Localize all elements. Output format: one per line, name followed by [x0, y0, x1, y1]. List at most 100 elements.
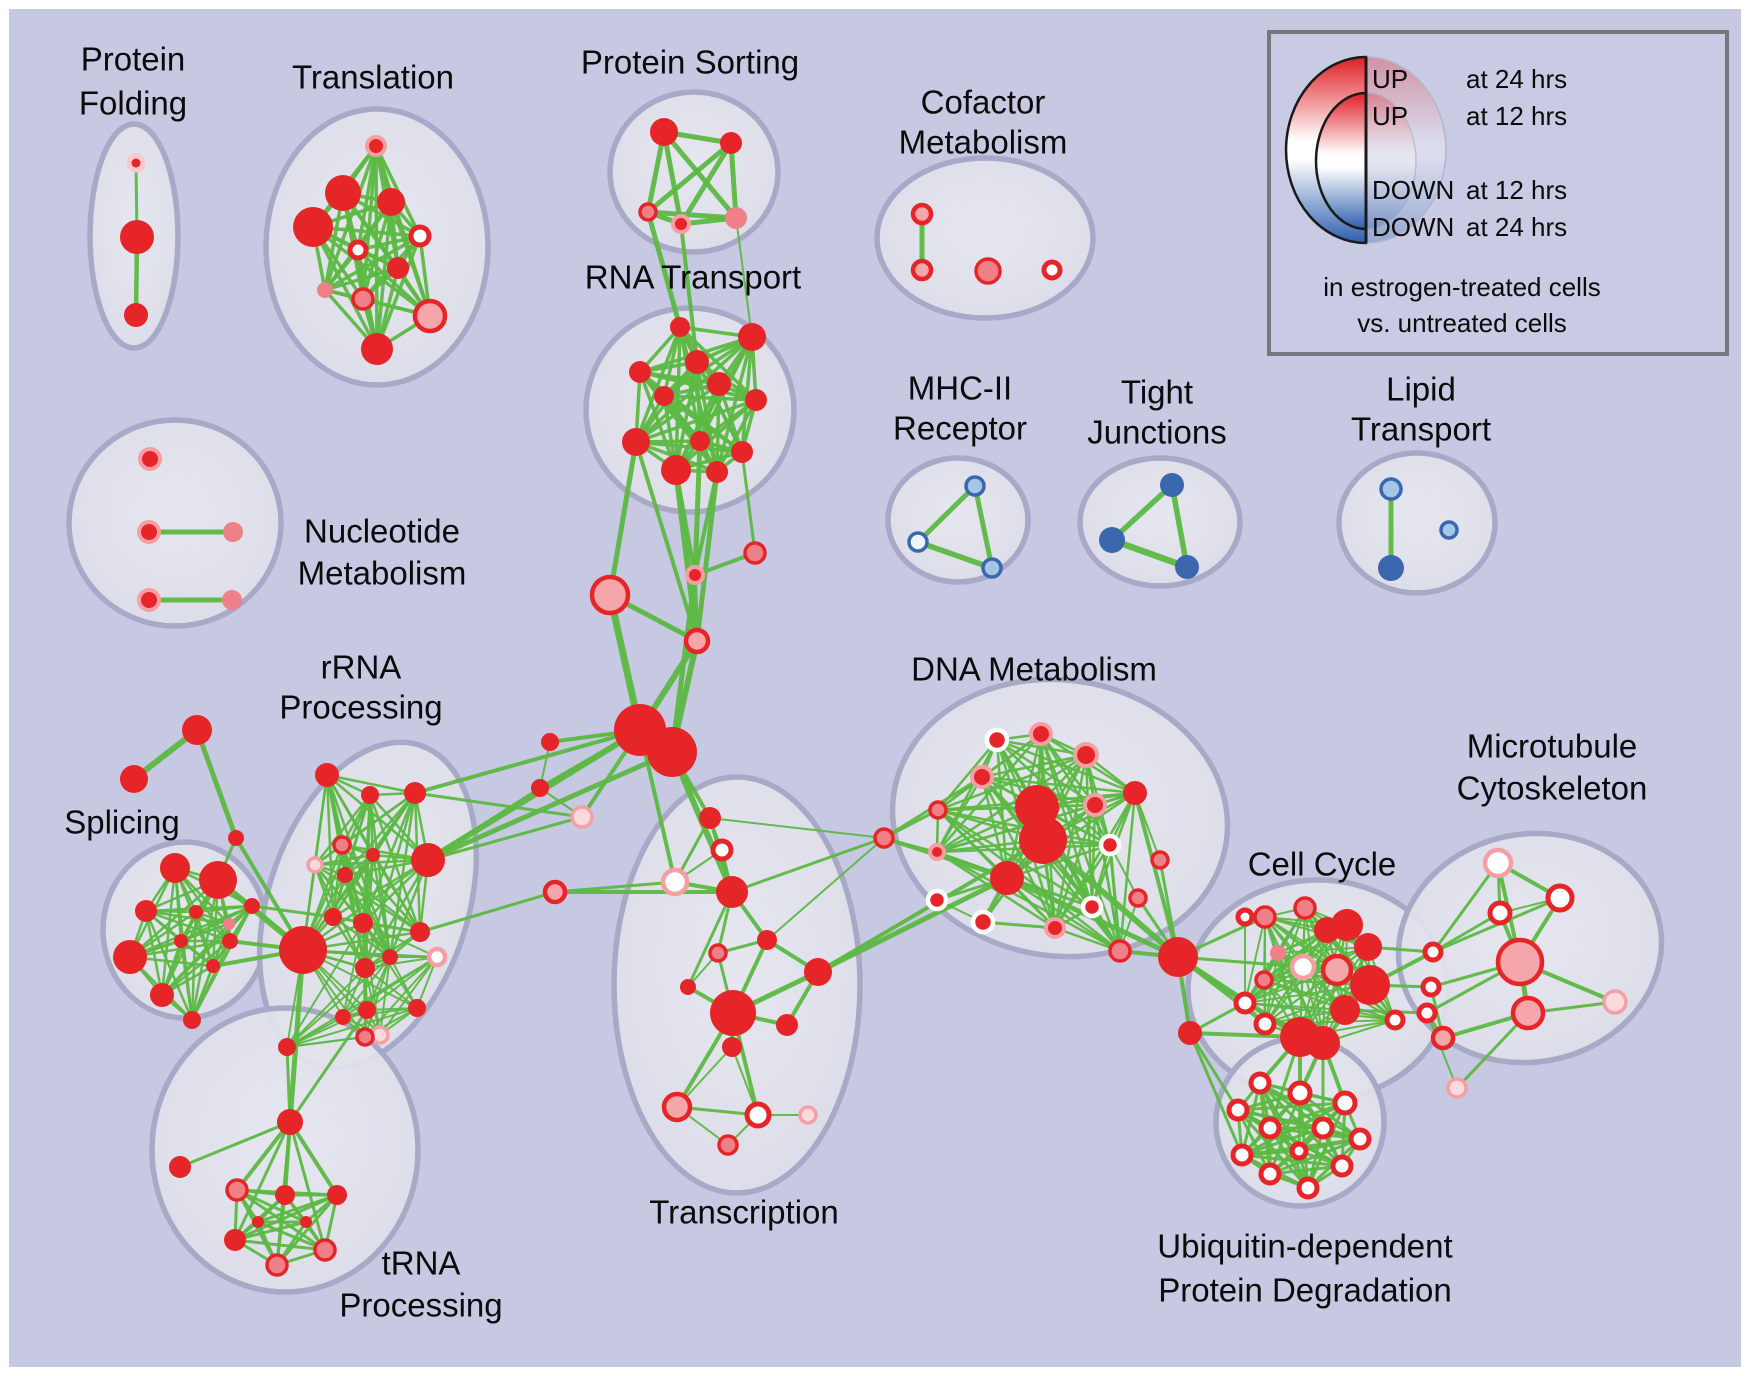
node-u3 [1332, 1090, 1358, 1116]
node-x4 [716, 876, 748, 908]
legend-row-level: UP [1372, 64, 1408, 94]
edge-u9-u10 [1268, 1164, 1344, 1176]
legend-note-line2: vs. untreated cells [1357, 308, 1567, 338]
node-h8 [531, 779, 549, 797]
edge-rr1-rr3 [325, 773, 417, 795]
edge-tn1-tn5 [288, 1120, 339, 1197]
edge-h9-rr3 [413, 791, 584, 819]
node-rr3 [404, 782, 426, 804]
cluster-label-translation: Translation [292, 59, 454, 96]
node-rr17 [408, 999, 426, 1017]
edge-cc11-cc19 [1263, 979, 1396, 1021]
node-cf4 [1041, 259, 1063, 281]
edge-t5-t11 [375, 234, 422, 351]
edge-h10-x3 [553, 880, 677, 894]
edge-tn1-tn6 [233, 1120, 292, 1242]
node-u9 [1258, 1162, 1282, 1186]
node-rr4 [332, 835, 352, 855]
edge-mh1-mh2 [915, 483, 978, 545]
edge-ps2-ps4 [678, 140, 734, 227]
edge-rr13-rr15 [364, 956, 438, 969]
node-mh2 [907, 531, 929, 553]
node-sp10 [206, 959, 220, 973]
node-cc10 [1270, 945, 1286, 961]
node-u6 [1311, 1116, 1335, 1140]
node-rr7 [366, 848, 380, 862]
node-rr2 [361, 786, 379, 804]
cluster-cofactor-metabolism-ellipse [874, 155, 1096, 321]
edge-sp4-sp12 [128, 904, 254, 959]
edge-ps3-ps5 [645, 209, 739, 221]
legend-glyph-inner-right [1365, 92, 1417, 230]
edge-cc12-cc19 [1244, 1002, 1396, 1021]
node-h9 [570, 805, 594, 829]
edge-rr8-rr10 [301, 858, 430, 952]
edge-tn8-tn9 [256, 1220, 327, 1252]
node-dm2 [1029, 722, 1053, 746]
legend-row-time: at 12 hrs [1466, 175, 1567, 205]
cluster-label-tight-junctions: Junctions [1087, 414, 1226, 451]
cluster-label-protein-sorting: Protein Sorting [581, 44, 799, 81]
node-tn9 [252, 1216, 264, 1228]
node-u4 [1226, 1098, 1250, 1122]
edge-rt8-h6 [634, 440, 699, 643]
edge-dm3-dm5 [936, 753, 1088, 812]
edge-tj1-tj3 [1169, 482, 1190, 570]
edge-rt11-h4 [674, 468, 697, 577]
edge-rr11-rr19 [342, 922, 364, 1018]
node-dm17 [970, 909, 996, 935]
legend-row-level: DOWN [1372, 212, 1454, 242]
node-pf3 [124, 303, 148, 327]
node-cc5 [1354, 933, 1382, 961]
node-t8 [317, 282, 333, 298]
edge-rr15-rr16 [366, 956, 438, 1011]
node-dm5 [928, 800, 948, 820]
edge-t7-t8 [323, 266, 400, 292]
cluster-label-protein-folding: Protein [81, 41, 186, 78]
edge-rt8-rt10 [634, 440, 744, 454]
node-nm5 [222, 590, 242, 610]
edge-u4-u11 [1236, 1108, 1310, 1190]
edge-rr13-rr21 [286, 967, 366, 1048]
node-cf3 [974, 257, 1002, 285]
edge-x7-dm8 [815, 875, 1010, 975]
edge-u3-u4 [1236, 1101, 1347, 1112]
node-rt8 [622, 428, 650, 456]
legend-row-time: at 24 hrs [1466, 64, 1567, 94]
node-dm20 [925, 888, 949, 912]
node-sp3 [135, 900, 157, 922]
edge-tn1-tn3 [235, 1120, 292, 1192]
cluster-label-tight-junctions: Tight [1121, 374, 1193, 411]
node-mt4 [1495, 937, 1545, 987]
node-dm18 [1044, 917, 1066, 939]
node-cc1 [1253, 905, 1277, 929]
node-o2 [120, 765, 148, 793]
edge-rr8-rr13 [363, 858, 430, 970]
node-cc15 [1306, 1026, 1340, 1060]
node-sp1 [160, 853, 190, 883]
node-rt4 [685, 350, 709, 374]
edge-sp2-sp4 [128, 878, 220, 959]
cluster-label-mhc-ii-receptor: Receptor [893, 410, 1027, 447]
node-rt12 [706, 461, 728, 483]
edge-cc5-cc10 [1277, 946, 1369, 954]
node-u12 [1289, 1141, 1309, 1161]
edge-u8-u10 [1240, 1153, 1344, 1168]
node-cc4 [1331, 909, 1363, 941]
edge-x4-dm0 [730, 836, 886, 894]
edge-rr15-rr21 [286, 956, 438, 1048]
node-cf1 [910, 202, 934, 226]
node-ps3 [638, 202, 658, 222]
cluster-label-cofactor-metabolism: Metabolism [899, 124, 1068, 161]
edge-dm16-dm12 [1108, 843, 1122, 953]
edge-ps3-rt1 [645, 209, 683, 330]
node-rr14 [382, 949, 398, 965]
node-lt3 [1439, 520, 1459, 540]
node-u11 [1296, 1176, 1320, 1200]
edge-rr17-rr21 [286, 1007, 418, 1048]
edge-sp9-sp10 [194, 910, 215, 968]
node-cc6 [1320, 953, 1354, 987]
node-ps2 [720, 132, 742, 154]
node-rt5 [707, 372, 731, 396]
node-tn2 [169, 1156, 191, 1178]
